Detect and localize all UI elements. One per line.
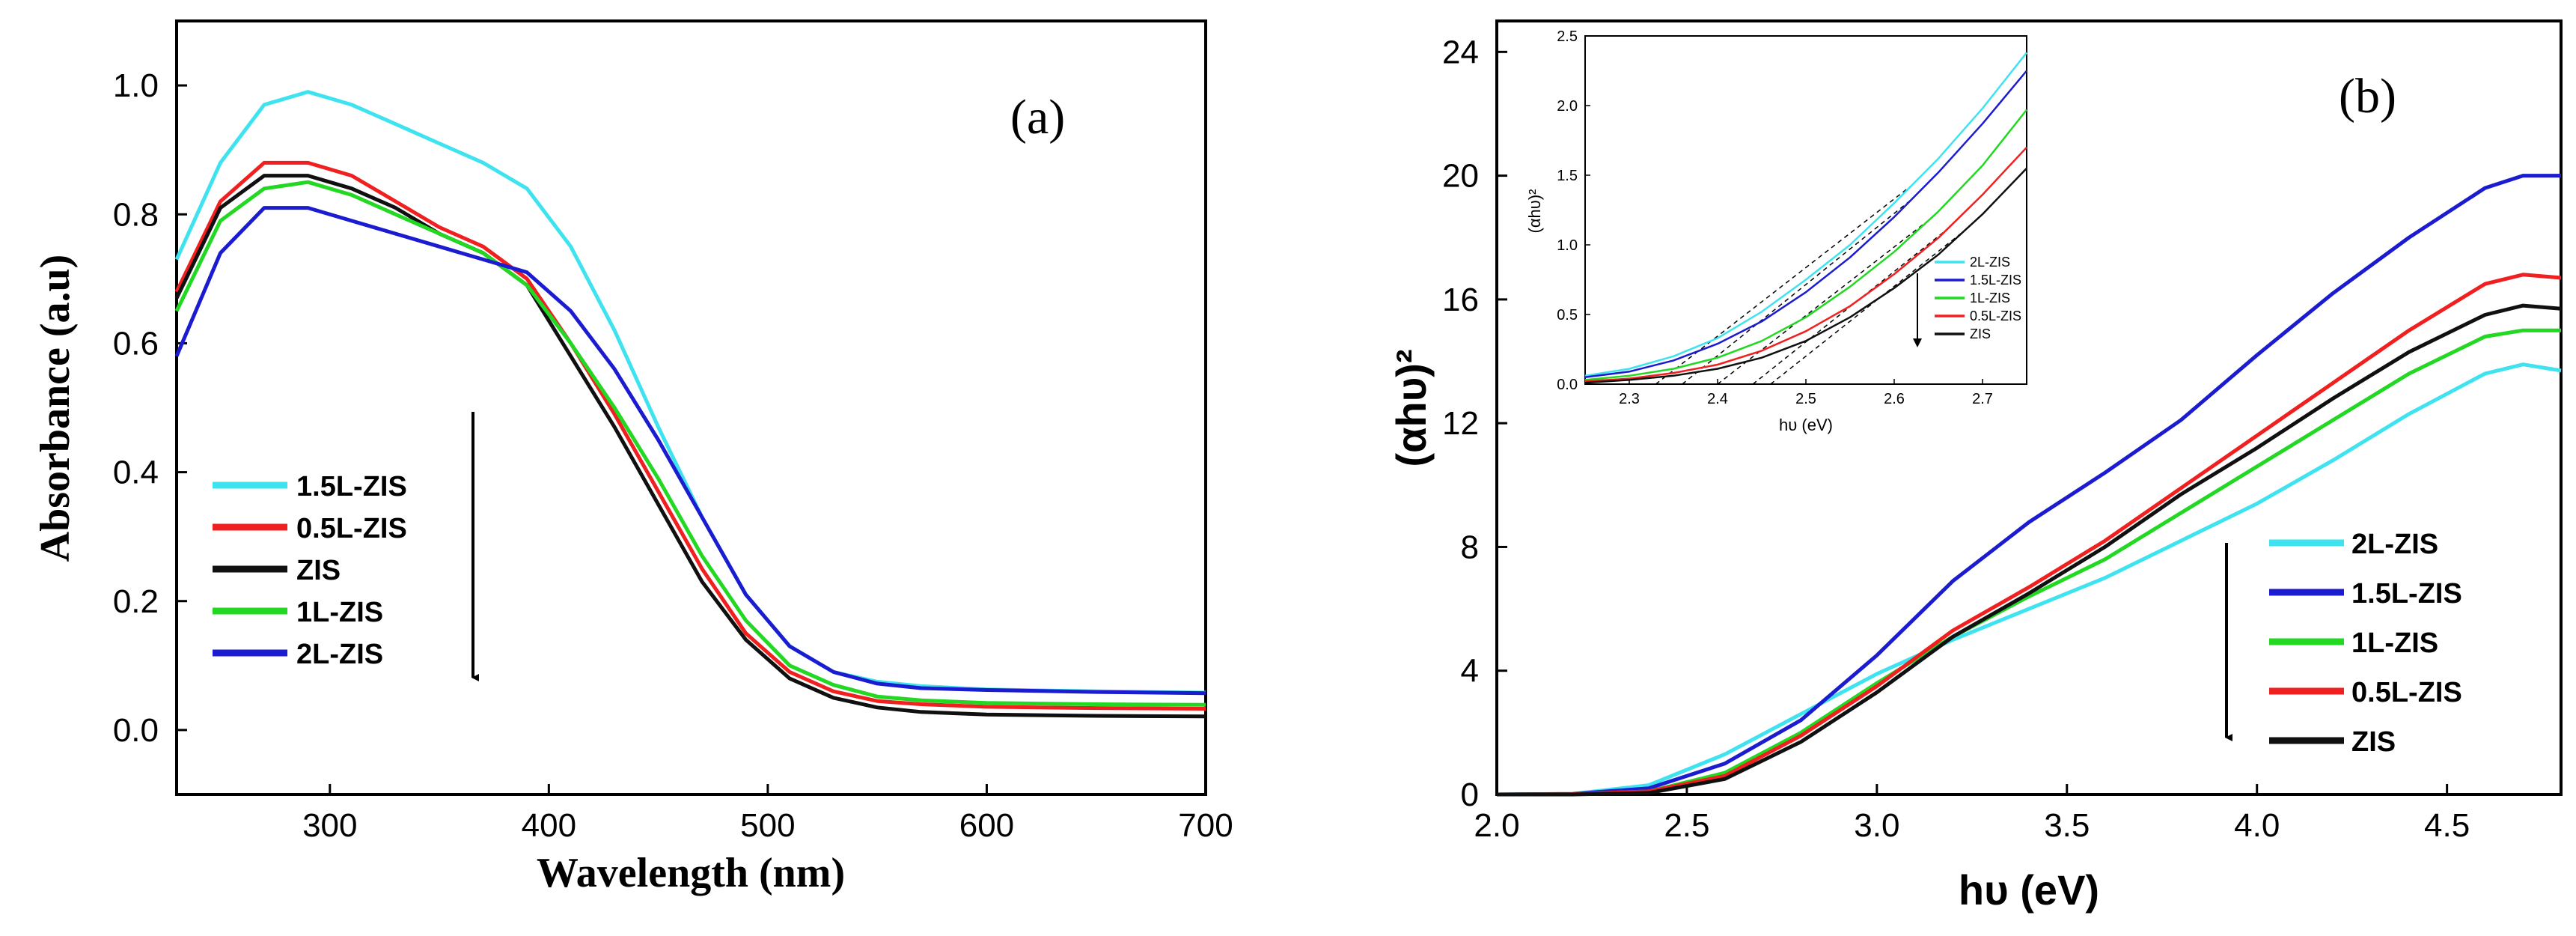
inset-legend-label-2l-zis: 2L-ZIS: [1970, 255, 2010, 270]
panel-b-chart: 2.0 2.5 3.0 3.5 4.0 4.5 0 4 8 12 16 20 24 (b) hυ (eV…: [1388, 19, 2563, 914]
inset-series-zis: [1584, 167, 2027, 384]
panel-b-series-1-5l-zis: [1496, 174, 2561, 797]
panel-b-series-zis: [1497, 303, 2562, 797]
panel-b-ytick-label: 8: [1461, 529, 1479, 565]
inset-tangent-zis: [1770, 230, 1965, 385]
inset-series-1l-zis: [1584, 109, 2027, 381]
panel-a-series-1l-zis: [174, 180, 1206, 707]
inset-tangent-1l-zis: [1717, 219, 1930, 385]
panel-b-ytick-label: 0: [1461, 777, 1479, 813]
inset-xlabel: hυ (eV): [1779, 416, 1833, 434]
inset-series-0-5l-zis: [1584, 146, 2027, 383]
panel-a-ytick-label: 0.4: [113, 455, 159, 491]
inset-legend-label-1-5l-zis: 1.5L-ZIS: [1970, 273, 2021, 288]
panel-b-xtick-label: 2.5: [1664, 807, 1709, 844]
panel-b-ytick-label: 24: [1442, 34, 1479, 70]
inset-ylabel: (αhυ)²: [1525, 189, 1544, 234]
panel-a-xtick-label: 600: [959, 807, 1014, 844]
panel-a-xtick-label: 700: [1178, 807, 1233, 844]
panel-b-label: (b): [2339, 69, 2396, 124]
panel-b-series-0-5l-zis: [1496, 273, 2562, 797]
panel-a-label: (a): [1010, 90, 1065, 145]
inset-xtick-label: 2.5: [1795, 391, 1816, 407]
inset-trend-arrowhead: [1913, 338, 1922, 347]
panel-a-ytick-label: 0.6: [113, 325, 159, 362]
inset-ytick-label: 1.0: [1557, 237, 1578, 254]
panel-a-series-0-5l-zis: [174, 160, 1206, 711]
inset-frame: [1584, 35, 2027, 385]
inset-legend-label-1l-zis: 1L-ZIS: [1970, 291, 2010, 306]
panel-a-frame: [175, 19, 1207, 796]
inset-ytick-label: 0.5: [1557, 307, 1578, 323]
panel-a-series-zis: [174, 174, 1206, 719]
panel-b-ytick-label: 4: [1461, 653, 1479, 690]
panel-b-ytick-label: 16: [1442, 282, 1479, 318]
panel-a-xlabel: Wavelength (nm): [537, 850, 845, 896]
inset-xtick-label: 2.4: [1707, 391, 1728, 407]
inset-series-1-5l-zis: [1584, 70, 2027, 378]
panel-b-xtick-label: 2.0: [1474, 807, 1519, 844]
panel-a-chart: 300 400 500 600 700 0.0 0.2 0.4 0.6 0.8 1.0 (a) Wa…: [32, 19, 1233, 896]
panel-b-ytick-label: 12: [1442, 405, 1479, 442]
panel-b-xlabel: hυ (eV): [1959, 866, 2099, 914]
panel-a-xtick-label: 400: [522, 807, 576, 844]
inset-xtick-label: 2.7: [1972, 391, 1993, 407]
inset-legend: 2L-ZIS 1.5L-ZIS 1L-ZIS 0.5L-ZIS ZIS: [1935, 255, 2021, 341]
inset-legend-label-0-5l-zis: 0.5L-ZIS: [1970, 309, 2021, 323]
panel-b-xtick-label: 4.0: [2234, 807, 2280, 844]
panel-b-series-2l-zis: [1496, 362, 2562, 797]
panel-a-legend-label-zis: ZIS: [296, 555, 341, 586]
panel-a-ytick-label: 0.2: [113, 583, 159, 620]
panel-a-legend-label-1l-zis: 1L-ZIS: [296, 597, 383, 628]
panel-a-series-2l-zis: [174, 206, 1206, 696]
inset-ytick-label: 2.5: [1557, 28, 1578, 45]
panel-b-legend-label-2l-zis: 2L-ZIS: [2351, 529, 2438, 560]
inset-series-2l-zis: [1584, 52, 2027, 377]
inset-xtick-label: 2.3: [1619, 391, 1640, 407]
inset-xtick-label: 2.6: [1884, 391, 1905, 407]
panel-b-series-1l-zis: [1496, 328, 2561, 797]
panel-a-legend-label-0-5l-zis: 0.5L-ZIS: [296, 513, 407, 544]
panel-a-legend: 1.5L-ZIS 0.5L-ZIS ZIS 1L-ZIS 2L-ZIS: [213, 471, 407, 670]
panel-a-ytick-label: 0.0: [113, 712, 159, 749]
panel-a-ylabel: Absorbance (a.u): [32, 255, 79, 562]
panel-b-legend: 2L-ZIS 1.5L-ZIS 1L-ZIS 0.5L-ZIS ZIS: [2269, 529, 2462, 758]
panel-a-ytick-label: 1.0: [113, 67, 159, 104]
panel-b-legend-label-1-5l-zis: 1.5L-ZIS: [2351, 578, 2462, 610]
inset-legend-label-zis: ZIS: [1970, 326, 1991, 341]
panel-b-inset: 2.3 2.4 2.5 2.6 2.7 0.0 0.5 1.0 1.5 2.0 2.5 hυ (eV…: [1525, 28, 2027, 434]
panel-a-series-1-5l-zis: [174, 90, 1206, 695]
panel-b-xtick-label: 3.5: [2044, 807, 2090, 844]
panel-b-ylabel: (αhυ)²: [1388, 349, 1435, 467]
inset-ytick-label: 1.5: [1557, 168, 1578, 184]
panel-a-legend-label-2l-zis: 2L-ZIS: [296, 639, 383, 670]
panel-b-legend-label-0-5l-zis: 0.5L-ZIS: [2351, 677, 2462, 708]
inset-ytick-label: 2.0: [1557, 98, 1578, 115]
panel-a-legend-label-1-5l-zis: 1.5L-ZIS: [296, 471, 407, 502]
panel-b-ytick-label: 20: [1442, 158, 1479, 195]
panel-b-legend-label-1l-zis: 1L-ZIS: [2351, 627, 2438, 659]
panel-b-legend-label-zis: ZIS: [2351, 726, 2396, 758]
panel-a-xtick-label: 500: [740, 807, 795, 844]
panel-a-xtick-label: 300: [302, 807, 357, 844]
panel-b-frame: [1495, 19, 2563, 796]
panel-b-xtick-label: 4.5: [2424, 807, 2470, 844]
inset-ytick-label: 0.0: [1557, 377, 1578, 393]
panel-b-xtick-label: 3.0: [1854, 807, 1899, 844]
panel-a-ytick-label: 0.8: [113, 196, 159, 233]
